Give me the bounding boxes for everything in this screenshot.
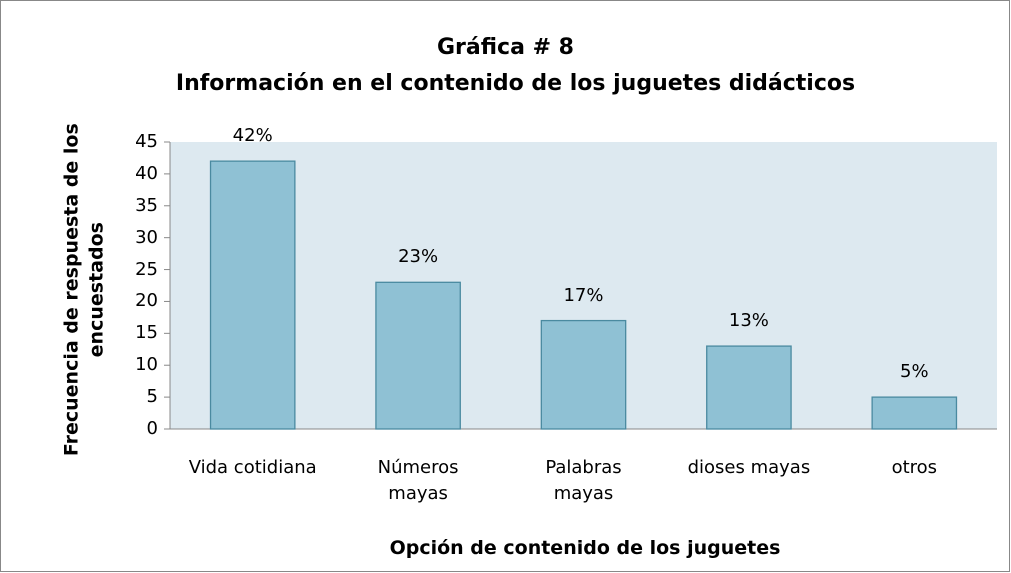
data-label: 13% [728,310,769,332]
y-tick-label: 5 [146,386,158,408]
y-tick-label: 40 [135,162,158,184]
chart-subtitle: Información en el contenido de los jugue… [175,71,856,96]
x-tick-label: Vida cotidiana [188,457,317,478]
data-label: 17% [563,284,604,306]
y-tick-label: 10 [135,354,158,376]
bar [706,345,792,430]
data-label: 5% [900,361,929,383]
bar [871,396,958,430]
chart-title: Gráfica # 8 [436,35,574,60]
y-tick-label: 15 [135,322,158,344]
data-label: 23% [398,246,439,268]
x-tick-label: Palabras mayas [545,457,622,505]
y-axis-title: Frecuencia de respuesta de los encuestad… [60,123,107,457]
x-tick-label: otros [891,457,938,478]
y-tick-label: 35 [135,194,158,216]
y-tick-label: 45 [135,131,158,152]
y-tick-label: 0 [146,418,158,439]
x-axis-title: Opción de contenido de los juguetes [389,537,781,559]
bar [375,281,461,430]
y-tick-label: 30 [135,226,158,248]
x-tick-label: dioses mayas [687,457,811,478]
bar [209,160,296,430]
bar [540,319,627,430]
x-tick-label: Números mayas [377,457,459,505]
y-tick-label: 20 [135,290,158,312]
y-tick-label: 25 [135,258,158,280]
data-label: 42% [232,125,273,147]
